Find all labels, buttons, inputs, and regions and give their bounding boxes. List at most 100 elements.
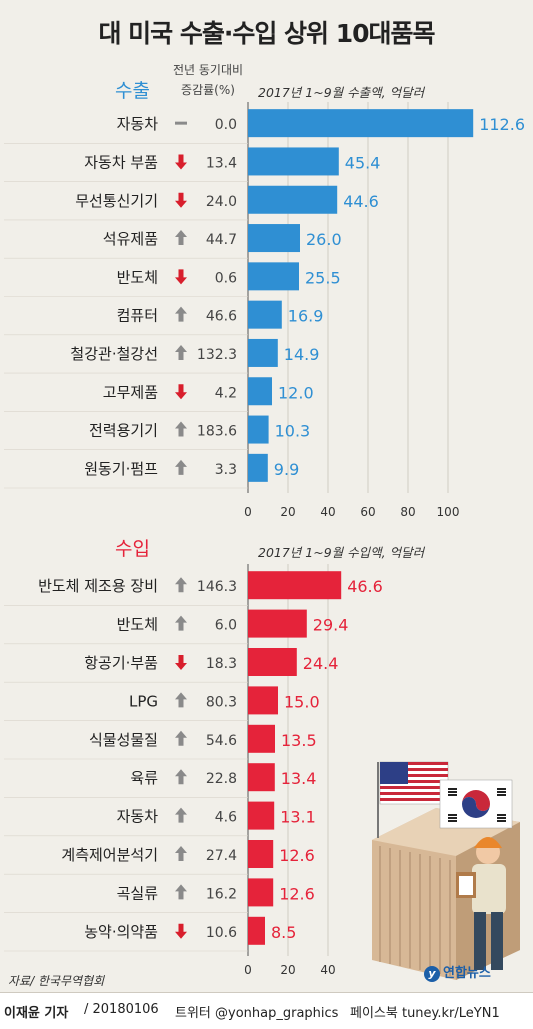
source-note: 자료/ 한국무역협회 <box>8 974 105 988</box>
import-chart: 수입 2017년 1~9월 수입액, 억달러 0 20 40 반도체 제조용 장비 146.… <box>4 538 426 977</box>
arrow-down-icon <box>175 655 187 670</box>
bar <box>248 147 339 176</box>
tick-label: 40 <box>320 505 335 519</box>
value-label: 16.9 <box>288 307 324 326</box>
section-label: 수출 <box>115 80 150 102</box>
value-label: 13.1 <box>280 808 316 827</box>
bar <box>248 453 268 482</box>
value-label: 12.6 <box>279 884 315 903</box>
chart-subtitle: 2017년 1~9월 수출액, 억달러 <box>258 85 426 100</box>
category-label: 자동차 부품 <box>84 153 158 171</box>
arrow-up-icon <box>175 306 187 322</box>
value-label: 13.5 <box>281 731 317 750</box>
arrow-up-icon <box>175 846 187 861</box>
arrow-down-icon <box>175 269 187 285</box>
value-label: 25.5 <box>305 268 341 287</box>
category-label: 농약·의약품 <box>84 923 158 941</box>
value-label: 24.4 <box>303 654 339 673</box>
bar <box>248 878 274 907</box>
chart-subtitle: 2017년 1~9월 수입액, 억달러 <box>258 545 426 560</box>
value-label: 9.9 <box>274 460 299 479</box>
change-value: 4.6 <box>215 810 237 826</box>
value-label: 12.0 <box>278 383 314 402</box>
category-label: 계측제어분석기 <box>61 846 158 864</box>
category-label: 원동기·펌프 <box>84 460 158 478</box>
brand-logo: y 연합뉴스 <box>424 962 491 982</box>
arrow-up-icon <box>175 615 187 631</box>
category-label: 자동차 <box>117 808 159 826</box>
trade-illustration <box>372 761 520 980</box>
category-label: LPG <box>129 692 158 710</box>
arrow-up-icon <box>175 459 187 475</box>
value-label: 45.4 <box>345 153 381 172</box>
arrow-up-icon <box>175 230 187 246</box>
category-label: 육류 <box>130 769 158 787</box>
value-label: 14.9 <box>284 345 320 364</box>
value-label: 8.5 <box>271 923 296 942</box>
value-label: 29.4 <box>313 616 349 635</box>
bar <box>248 377 272 406</box>
date: / 20180106 <box>84 1002 159 1017</box>
arrow-up-icon <box>175 577 187 593</box>
bar <box>248 648 297 676</box>
bar <box>248 840 274 868</box>
value-label: 13.4 <box>281 769 317 788</box>
change-value: 0.6 <box>215 270 237 286</box>
arrow-down-icon <box>175 154 187 170</box>
bar <box>248 109 474 138</box>
brand-name: 연합뉴스 <box>443 966 491 981</box>
category-label: 반도체 <box>117 616 158 634</box>
tick-label: 0 <box>244 505 252 519</box>
change-value: 3.3 <box>215 462 237 478</box>
arrow-up-icon <box>175 730 187 746</box>
change-value: 54.6 <box>206 733 237 749</box>
tick-label: 0 <box>244 963 252 977</box>
arrow-up-icon <box>175 769 187 785</box>
change-header: 증감률(%) <box>181 83 235 97</box>
value-label: 10.3 <box>275 422 311 441</box>
category-label: 식물성물질 <box>89 731 158 749</box>
category-label: 반도체 <box>117 268 158 286</box>
arrow-down-icon <box>175 192 187 208</box>
change-header: 전년 동기대비 <box>173 63 243 77</box>
change-value: 13.4 <box>206 155 237 171</box>
change-value: 22.8 <box>206 771 237 787</box>
value-label: 12.6 <box>279 846 315 865</box>
change-value: 18.3 <box>206 656 237 672</box>
category-label: 고무제품 <box>103 383 158 401</box>
value-label: 26.0 <box>306 230 342 249</box>
bar <box>248 185 338 214</box>
change-value: 4.2 <box>215 385 237 401</box>
arrow-up-icon <box>175 344 187 360</box>
arrow-up-icon <box>175 421 187 437</box>
category-label: 전력용기기 <box>89 422 158 440</box>
yonhap-logo-icon: y <box>424 966 440 982</box>
bar <box>248 609 307 638</box>
category-label: 곡실류 <box>117 884 159 902</box>
category-label: 항공기·부품 <box>84 654 158 672</box>
author: 이재윤 기자 <box>4 1006 69 1021</box>
category-label: 무선통신기기 <box>75 192 158 210</box>
category-label: 컴퓨터 <box>117 307 158 325</box>
value-label: 15.0 <box>284 692 320 711</box>
tick-label: 60 <box>360 505 375 519</box>
change-value: 146.3 <box>197 579 237 595</box>
bar <box>248 916 265 945</box>
arrow-down-icon <box>175 384 187 400</box>
tick-label: 80 <box>400 505 415 519</box>
bar <box>248 686 278 715</box>
category-label: 자동차 <box>117 115 159 133</box>
change-value: 46.6 <box>206 309 237 325</box>
twitter-credit: 트위터 @yonhap_graphics <box>175 1006 339 1021</box>
change-value: 132.3 <box>197 347 237 363</box>
bar <box>248 300 282 329</box>
bar <box>248 763 275 792</box>
arrow-down-icon <box>175 923 187 939</box>
tick-label: 20 <box>280 963 295 977</box>
change-value: 6.0 <box>215 618 237 634</box>
bar <box>248 724 275 753</box>
change-value: 80.3 <box>206 694 237 710</box>
bar <box>248 338 278 367</box>
